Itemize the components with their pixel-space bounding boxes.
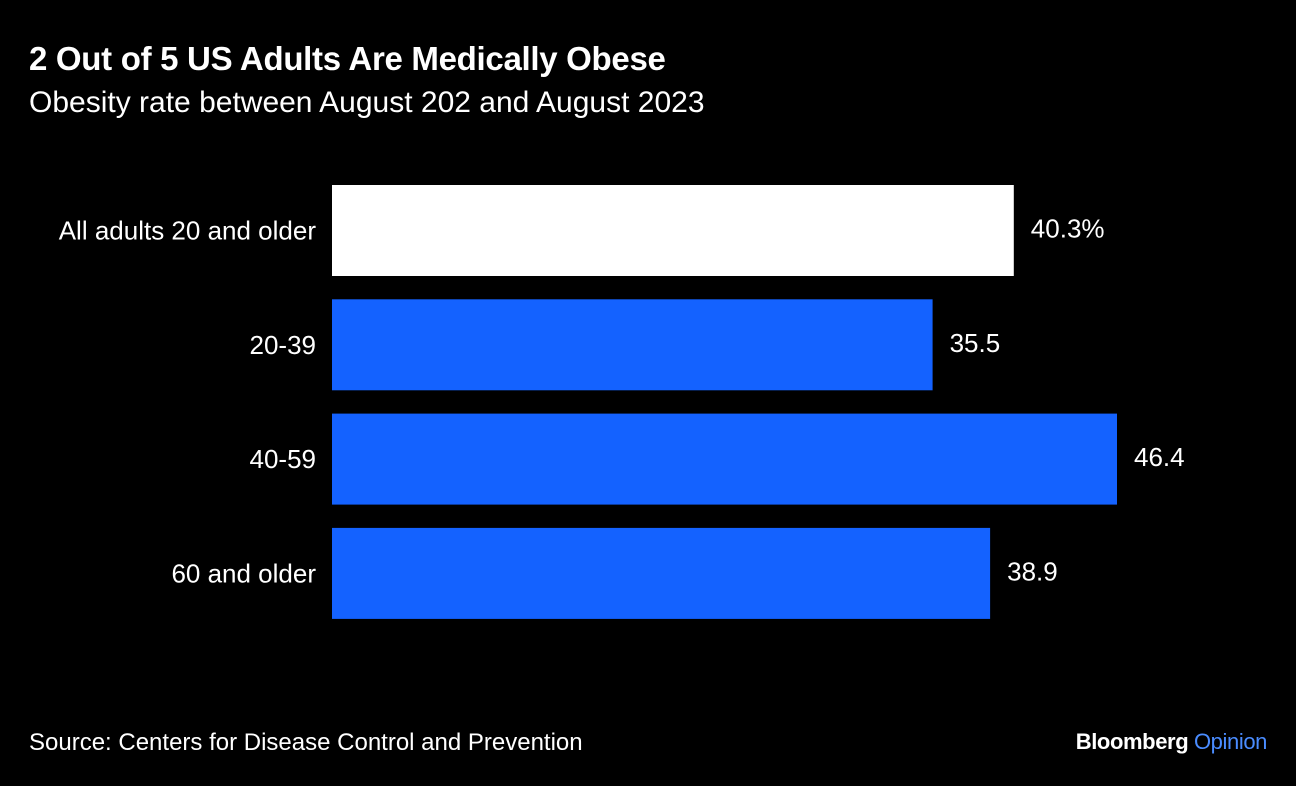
value-label-1: 35.5 bbox=[950, 328, 1001, 358]
category-label-3: 60 and older bbox=[171, 558, 316, 588]
value-label-2: 46.4 bbox=[1134, 442, 1185, 472]
bar-2 bbox=[332, 413, 1117, 505]
bar-3 bbox=[332, 527, 991, 619]
source-note: Source: Centers for Disease Control and … bbox=[29, 729, 583, 756]
brand-suffix: Opinion bbox=[1193, 729, 1267, 754]
category-label-0: All adults 20 and older bbox=[59, 216, 317, 246]
bar-0 bbox=[332, 185, 1014, 276]
chart-subtitle: Obesity rate between August 202 and Augu… bbox=[29, 86, 705, 119]
chart-title: 2 Out of 5 US Adults Are Medically Obese bbox=[29, 40, 666, 77]
category-label-2: 40-59 bbox=[250, 444, 317, 474]
value-label-3: 38.9 bbox=[1007, 556, 1058, 586]
brand-logo: Bloomberg Opinion bbox=[1075, 729, 1268, 755]
bar-1 bbox=[332, 299, 933, 391]
value-label-0: 40.3% bbox=[1031, 214, 1105, 244]
brand-name: Bloomberg bbox=[1075, 729, 1189, 754]
category-label-1: 20-39 bbox=[250, 330, 317, 360]
